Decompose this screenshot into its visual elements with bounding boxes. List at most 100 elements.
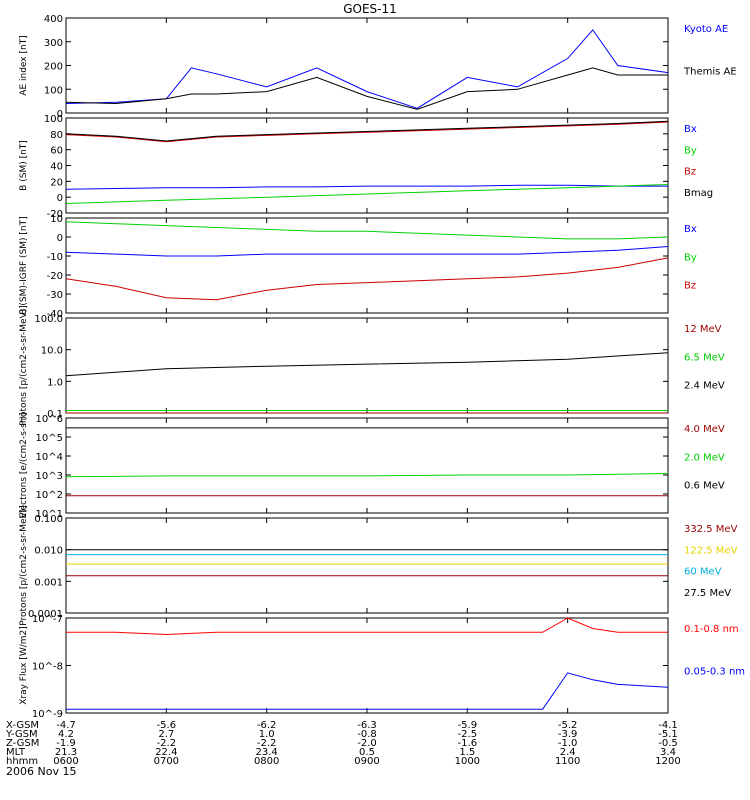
ephemeris-row-label: hhmm	[6, 756, 38, 767]
y-tick-label: 10.0	[41, 346, 63, 357]
legend-label: 332.5 MeV	[684, 524, 738, 535]
y-tick-label: 0	[57, 109, 63, 120]
series-line-black	[65, 120, 669, 142]
panel-2: 100 80 60 40 20 0 -20 B (SM) [nT] Bx By Bz Bmag	[19, 114, 713, 220]
panel-frame	[65, 417, 669, 514]
ephemeris-value: 1.5	[459, 747, 475, 758]
legend-label: Bmag	[684, 188, 713, 199]
ephemeris-value: 0600	[53, 756, 78, 767]
legend-label: 6.5 MeV	[684, 352, 725, 363]
ephemeris-value: -4.1	[658, 720, 678, 731]
ephemeris-value: -2.5	[458, 729, 478, 740]
series-line-green	[65, 221, 669, 240]
y-tick-label: 60	[50, 146, 63, 157]
ephemeris-value: -2.2	[157, 738, 177, 749]
ephemeris-value: 23.4	[256, 747, 278, 758]
y-axis-label: B (SM) [nT]	[19, 140, 29, 191]
legend-label: 2.4 MeV	[684, 381, 725, 392]
ephemeris-value: 22.4	[155, 747, 177, 758]
ephemeris-row-label: MLT	[6, 747, 26, 758]
y-tick-label: 20	[50, 177, 63, 188]
ephemeris-value: 21.3	[55, 747, 77, 758]
legend-label: 0.05-0.3 nm	[684, 667, 745, 678]
y-tick-label: 10^5	[36, 433, 63, 444]
panel-4: 100.0 10.0 1.0 0.1 Protons [p/(cm2-s-sr-MeV)…	[19, 305, 725, 426]
series-line-blue	[66, 672, 669, 710]
y-tick-label: 10^-8	[32, 662, 63, 673]
y-tick-label: 10^-9	[32, 709, 63, 720]
legend-label: 0.1-0.8 nm	[684, 624, 739, 635]
ephemeris-value: 0.5	[359, 747, 375, 758]
ephemeris-value: 1000	[455, 756, 480, 767]
y-tick-label: 200	[44, 62, 63, 73]
legend-label: 122.5 MeV	[684, 545, 738, 556]
series-line-black	[65, 67, 668, 110]
y-tick-label: 300	[44, 38, 63, 49]
y-axis-label: B (SM)-IGRF (SM) [nT]	[19, 216, 29, 314]
ephemeris-value: 0700	[154, 756, 179, 767]
series-line-brightred	[66, 617, 668, 636]
y-tick-label: 0.0001	[28, 609, 63, 620]
legend-label: 12 MeV	[684, 324, 722, 335]
ephemeris-value: -0.5	[658, 738, 678, 749]
ephemeris-value: -5.1	[658, 729, 678, 740]
legend-label: Bx	[684, 124, 697, 135]
legend-label: 27.5 MeV	[684, 588, 731, 599]
ephemeris-value: -6.3	[357, 720, 377, 731]
y-tick-label: -30	[47, 290, 63, 301]
ephemeris-value: -4.7	[56, 720, 76, 731]
y-tick-label: 10^1	[36, 509, 63, 520]
legend-label: 2.0 MeV	[684, 452, 725, 463]
y-tick-label: 80	[50, 130, 63, 141]
date-label: 2006 Nov 15	[6, 765, 76, 778]
ephemeris-row-label: Y-GSM	[5, 729, 38, 740]
series-line-green	[65, 473, 669, 478]
y-tick-label: 100.0	[34, 314, 63, 325]
ephemeris-value: -1.9	[56, 738, 76, 749]
y-tick-label: 0.100	[34, 514, 63, 525]
panel-frame	[65, 317, 669, 414]
legend-label: 0.6 MeV	[684, 481, 725, 492]
legend-label: Kyoto AE	[684, 24, 728, 35]
chart-title: GOES-11	[343, 2, 397, 16]
ephemeris-value: -2.2	[257, 738, 277, 749]
y-tick-label: 0.001	[34, 577, 63, 588]
y-tick-label: 0	[57, 193, 63, 204]
y-tick-label: 100	[44, 114, 63, 125]
y-tick-label: 1.0	[47, 377, 63, 388]
ephemeris-value: -2.0	[357, 738, 377, 749]
series-line-blue	[65, 29, 669, 109]
legend-label: Themis AE	[683, 67, 737, 78]
ephemeris-value: 4.2	[58, 729, 74, 740]
series-line-blue	[65, 184, 668, 190]
panel-frame	[65, 217, 669, 314]
y-tick-label: 0	[57, 233, 63, 244]
series-line-green	[65, 184, 669, 204]
ephemeris-value: 2.4	[560, 747, 576, 758]
legend-label: By	[684, 145, 697, 156]
legend-label: By	[684, 252, 697, 263]
y-tick-label: 10^4	[36, 452, 63, 463]
y-axis-label: Protons [p/(cm2-s-sr-MeV)]	[19, 505, 29, 626]
ephemeris-value: -0.8	[357, 729, 377, 740]
y-tick-label: -20	[47, 271, 63, 282]
y-axis-label: AE index [nT]	[19, 35, 29, 95]
series-line-black	[65, 352, 669, 377]
ephemeris-value: 0900	[354, 756, 379, 767]
ephemeris-value: 1.0	[259, 729, 275, 740]
y-tick-label: 10^-7	[32, 614, 63, 625]
series-line-red	[65, 121, 669, 143]
y-axis-label: Protons [p/(cm2-s-sr-MeV)]	[19, 305, 29, 426]
panel-1: 400 300 200 100 0 AE index [nT] Kyoto AE Themis…	[19, 14, 737, 120]
ephemeris-value: -1.6	[458, 738, 478, 749]
y-tick-label: 10^3	[36, 471, 63, 482]
series-line-red	[65, 257, 669, 301]
legend-label: Bz	[684, 281, 696, 292]
ephemeris-value: -6.2	[257, 720, 277, 731]
ephemeris-value: 3.4	[660, 747, 676, 758]
y-axis-label: Xray Flux [W/m2]	[19, 626, 29, 705]
ephemeris-value: -5.9	[458, 720, 478, 731]
